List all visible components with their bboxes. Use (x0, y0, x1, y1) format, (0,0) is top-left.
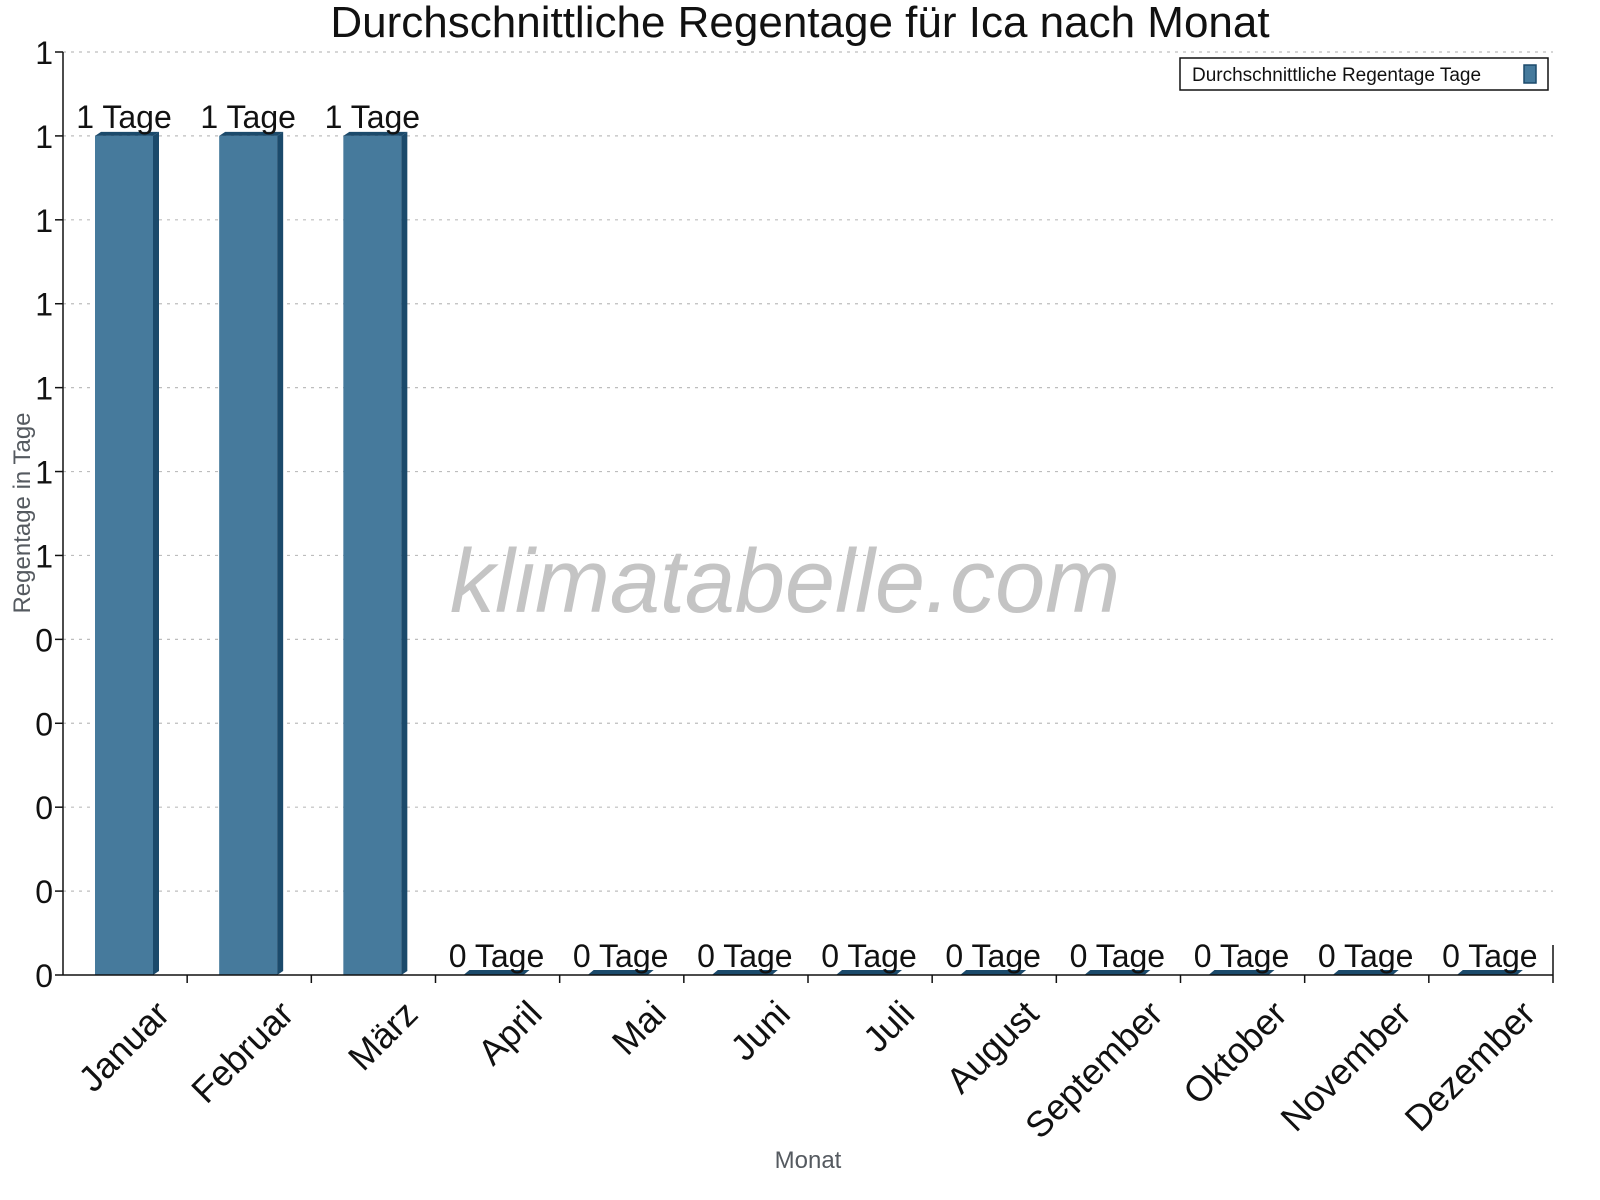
bar-flat (1456, 970, 1523, 975)
bar-side (153, 131, 159, 976)
data-label: 0 Tage (1194, 938, 1290, 974)
y-tick-label: 1 (35, 119, 53, 155)
x-tick-label: Oktober (1175, 993, 1295, 1113)
data-label: 0 Tage (573, 938, 669, 974)
y-tick-label: 1 (35, 538, 53, 574)
chart-title: Durchschnittliche Regentage für Ica nach… (330, 0, 1269, 47)
data-label: 1 Tage (76, 99, 172, 135)
x-tick-label: Dezember (1397, 993, 1543, 1139)
x-tick-label: Januar (70, 993, 177, 1100)
x-tick-label: April (470, 993, 550, 1073)
x-tick-label: Februar (183, 993, 301, 1111)
data-label: 0 Tage (449, 938, 545, 974)
y-tick-label: 1 (35, 371, 53, 407)
y-tick-label: 1 (35, 35, 53, 71)
data-label: 0 Tage (1070, 938, 1166, 974)
watermark: klimatabelle.com (450, 532, 1120, 632)
y-axis-ticks: 0 0 0 0 0 1 1 1 1 1 1 1 (35, 35, 63, 994)
y-tick-label: 1 (35, 287, 53, 323)
bar-flat (463, 970, 530, 975)
legend-swatch-icon (1523, 64, 1537, 84)
bars (95, 131, 1523, 976)
bar-flat (1208, 970, 1275, 975)
x-tick-label: August (938, 993, 1046, 1101)
y-tick-label: 0 (35, 790, 53, 826)
data-label: 1 Tage (325, 99, 421, 135)
x-tick-label: Juli (855, 993, 922, 1060)
data-label: 0 Tage (1318, 938, 1414, 974)
bar (343, 135, 402, 976)
y-tick-label: 0 (35, 622, 53, 658)
legend: Durchschnittliche Regentage Tage (1179, 57, 1549, 91)
x-tick-label: Mai (604, 993, 674, 1063)
bar-top (219, 131, 284, 136)
data-label: 0 Tage (945, 938, 1041, 974)
data-label: 0 Tage (1442, 938, 1538, 974)
y-tick-label: 1 (35, 203, 53, 239)
y-tick-label: 1 (35, 455, 53, 491)
legend-box (1179, 57, 1549, 91)
bar-side (401, 131, 408, 976)
axes (62, 52, 1554, 976)
x-tick-label: November (1272, 993, 1418, 1139)
x-axis-ticks: Januar Februar März April Mai Juni Juli AugustS… (70, 975, 1554, 1146)
gridlines (63, 51, 1553, 892)
data-labels: 1 Tage 1 Tage 1 Tage 0 Tage 0 Tage 0 Tage 0 Ta… (76, 99, 1537, 974)
bar-flat (711, 970, 778, 975)
y-axis-title: Regentage in Tage (9, 412, 36, 613)
bar-flat (587, 970, 654, 975)
bar-flat (1084, 970, 1151, 975)
data-label: 0 Tage (821, 938, 917, 974)
y-tick-label: 0 (35, 958, 53, 994)
bar-flat (960, 970, 1027, 975)
y-tick-label: 0 (35, 706, 53, 742)
data-label: 1 Tage (200, 99, 296, 135)
legend-label: Durchschnittliche Regentage Tage (1192, 65, 1481, 86)
bar-top (95, 131, 159, 136)
y-tick-label: 0 (35, 874, 53, 910)
bar-flat (836, 970, 902, 975)
x-tick-label: Juni (722, 993, 798, 1069)
bar-top (343, 131, 408, 136)
bar-flat (1332, 970, 1399, 975)
bar (95, 135, 153, 976)
data-label: 0 Tage (697, 938, 793, 974)
bar (219, 135, 278, 976)
x-axis-title: Monat (775, 1147, 842, 1174)
x-tick-label: März (340, 993, 426, 1079)
bar-side (277, 131, 284, 976)
